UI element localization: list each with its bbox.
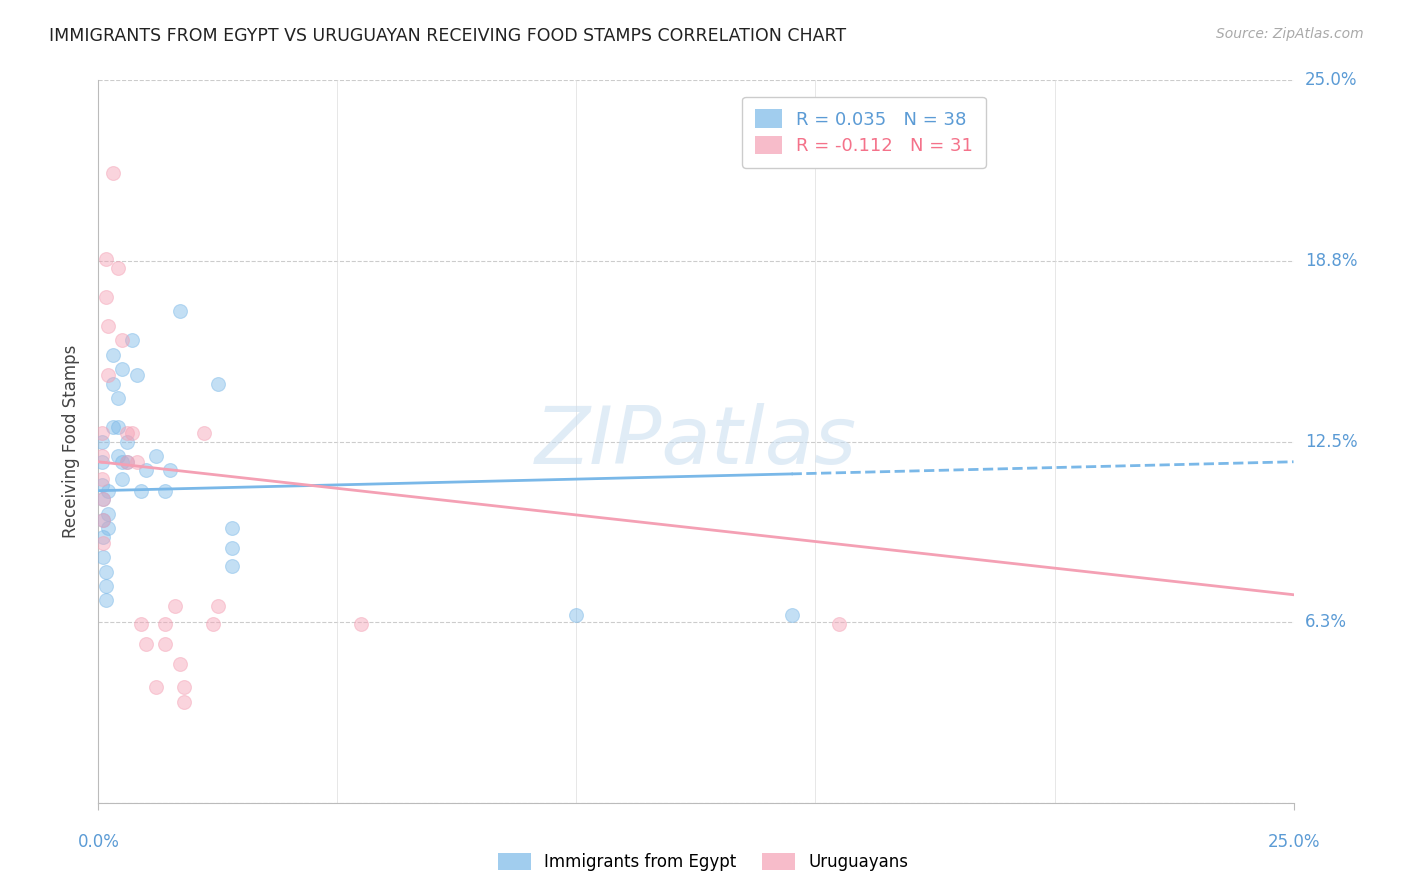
Point [97, 521, 120, 535]
Point [135, 463, 157, 477]
Point [94, 252, 117, 267]
Point [94, 565, 117, 579]
Point [145, 680, 167, 694]
Point [97, 483, 120, 498]
Point [91, 449, 114, 463]
Point [101, 348, 124, 362]
Point [193, 425, 215, 440]
Point [97, 318, 120, 333]
Point [221, 541, 243, 556]
Text: 25.0%: 25.0% [1267, 833, 1320, 851]
Point [350, 616, 373, 631]
Text: 6.3%: 6.3% [1305, 613, 1347, 632]
Point [131, 483, 153, 498]
Point [155, 637, 177, 651]
Point [207, 599, 229, 614]
Point [173, 695, 195, 709]
Point [91, 530, 114, 544]
Point [94, 593, 117, 607]
Text: IMMIGRANTS FROM EGYPT VS URUGUAYAN RECEIVING FOOD STAMPS CORRELATION CHART: IMMIGRANTS FROM EGYPT VS URUGUAYAN RECEI… [49, 27, 846, 45]
Point [115, 455, 138, 469]
Point [131, 616, 153, 631]
Point [121, 425, 143, 440]
Point [97, 368, 120, 382]
Point [91, 550, 114, 565]
Text: 12.5%: 12.5% [1305, 433, 1357, 450]
Point [91, 472, 114, 486]
Point [169, 304, 191, 318]
Point [91, 492, 114, 507]
Point [173, 680, 195, 694]
Point [207, 376, 229, 391]
Point [828, 616, 851, 631]
Point [101, 166, 124, 180]
Point [111, 472, 134, 486]
Text: ZIPatlas: ZIPatlas [534, 402, 858, 481]
Point [91, 512, 114, 526]
Point [91, 455, 114, 469]
Point [202, 616, 225, 631]
Text: 25.0%: 25.0% [1305, 71, 1357, 89]
Point [91, 535, 114, 549]
Point [125, 455, 148, 469]
Point [107, 261, 129, 276]
Point [97, 507, 120, 521]
Text: Source: ZipAtlas.com: Source: ZipAtlas.com [1216, 27, 1364, 41]
Point [94, 290, 117, 304]
Point [107, 391, 129, 405]
Point [91, 425, 114, 440]
Point [121, 334, 143, 348]
Point [107, 449, 129, 463]
Point [111, 362, 134, 376]
Legend: R = 0.035   N = 38, R = -0.112   N = 31: R = 0.035 N = 38, R = -0.112 N = 31 [742, 96, 986, 168]
Point [91, 492, 114, 507]
Point [115, 425, 138, 440]
Point [145, 449, 167, 463]
Point [155, 483, 177, 498]
Point [111, 334, 134, 348]
Text: 18.8%: 18.8% [1305, 252, 1357, 270]
Point [91, 478, 114, 492]
Point [221, 521, 243, 535]
Point [221, 558, 243, 573]
Legend: Immigrants from Egypt, Uruguayans: Immigrants from Egypt, Uruguayans [489, 845, 917, 880]
Point [163, 599, 186, 614]
Point [111, 455, 134, 469]
Point [169, 657, 191, 671]
Point [94, 579, 117, 593]
Point [159, 463, 181, 477]
Point [135, 637, 157, 651]
Point [115, 455, 138, 469]
Point [565, 607, 588, 622]
Point [91, 512, 114, 526]
Point [91, 434, 114, 449]
Point [125, 368, 148, 382]
Text: 0.0%: 0.0% [77, 833, 120, 851]
Point [101, 420, 124, 434]
Y-axis label: Receiving Food Stamps: Receiving Food Stamps [62, 345, 80, 538]
Point [780, 607, 803, 622]
Point [155, 616, 177, 631]
Point [115, 434, 138, 449]
Point [107, 420, 129, 434]
Point [101, 376, 124, 391]
